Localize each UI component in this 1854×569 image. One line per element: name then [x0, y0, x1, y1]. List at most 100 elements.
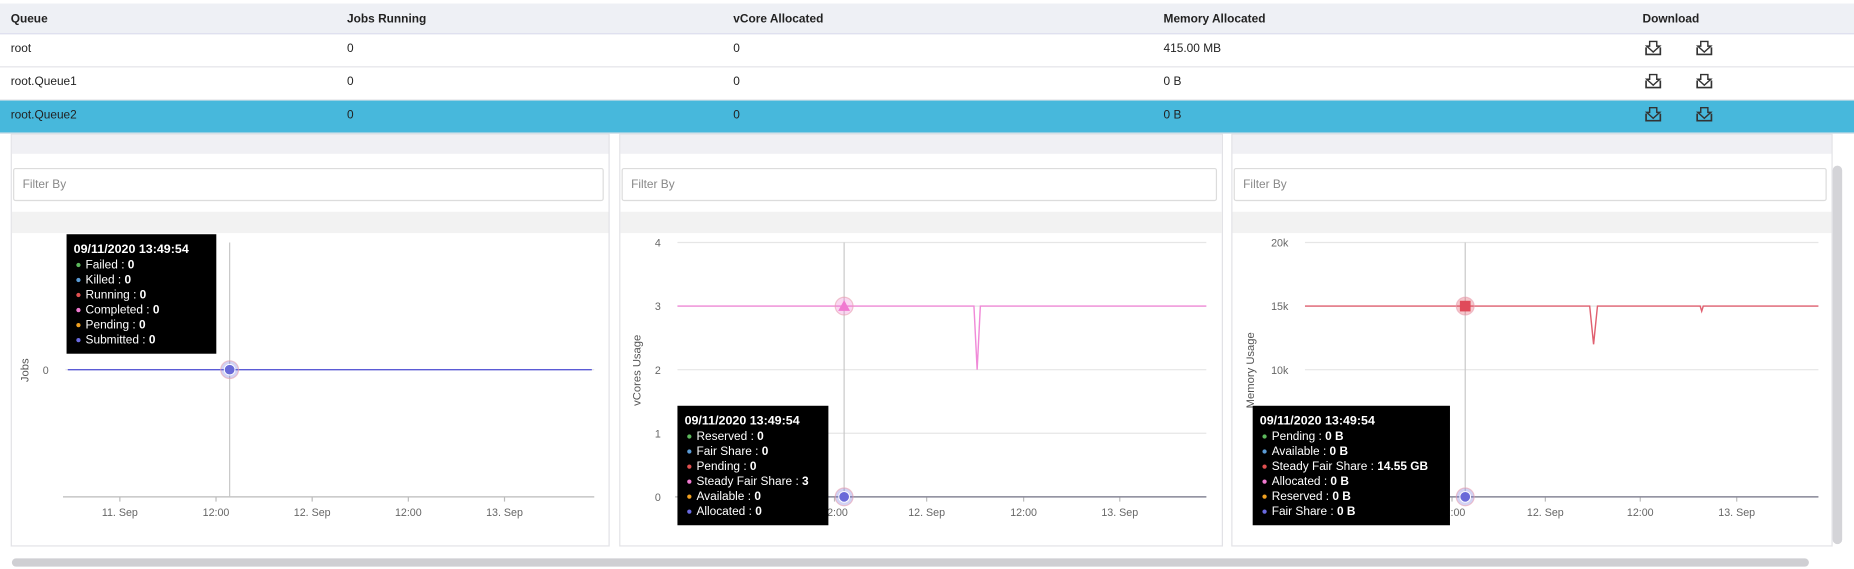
tooltip [66, 234, 217, 354]
tooltip-item: Running : 0 [86, 288, 147, 302]
tooltip [677, 405, 829, 526]
table-header: Queue Jobs Running vCore Allocated Memory A… [0, 3, 1854, 35]
icon[interactable] [1695, 106, 1713, 123]
tooltip-item: Pending : 0 [86, 318, 146, 332]
y-tick-label: 4 [655, 238, 661, 250]
table-cell: 0 [347, 108, 354, 122]
tooltip-sep: : [1321, 474, 1331, 488]
icon[interactable] [1695, 40, 1713, 57]
filter-input[interactable]: Filter By [13, 167, 604, 202]
tooltip-item-name: Pending [1272, 429, 1316, 443]
icon[interactable] [1695, 73, 1713, 90]
v-scrollbar[interactable] [1832, 165, 1843, 545]
column-header: vCore Allocated [733, 13, 824, 27]
x-tick-label: 12:00 [821, 507, 848, 519]
tooltip-bullet [1262, 479, 1267, 484]
tooltip-item-value: 0 B [1337, 504, 1356, 518]
table-cell: 0 [733, 75, 740, 89]
filter-input[interactable]: Filter By [1233, 167, 1827, 202]
x-tick-label: 12. Sep [294, 507, 331, 519]
x-tick-label: 12:00 [1010, 507, 1037, 519]
tooltip-bullet [76, 292, 81, 298]
tooltip-item: Allocated : 0 B [1272, 474, 1350, 488]
y-tick-label: 3 [655, 301, 661, 313]
marker [838, 491, 850, 503]
tooltip-item-name: Reserved [1272, 489, 1323, 503]
tooltip-bullet [1262, 449, 1267, 454]
x-tick-label: 12:00 [395, 507, 422, 519]
tooltip-item: Pending : 0 B [1272, 429, 1344, 443]
tooltip-bullet [1262, 434, 1267, 439]
download-icon[interactable] [1695, 40, 1713, 62]
tooltip-item-value: 0 [153, 303, 160, 317]
tooltip-item-name: Available [1272, 444, 1320, 458]
download-icon[interactable] [1695, 106, 1713, 128]
icon[interactable] [1644, 106, 1662, 123]
filter-input[interactable]: Filter By [621, 167, 1218, 202]
table-cell: 0 B [1163, 75, 1182, 89]
download-icon[interactable] [1695, 73, 1713, 95]
tooltip-item: Fair Share : 0 B [1272, 504, 1356, 518]
tooltip-item-value: 0 [750, 459, 757, 473]
panel-band [11, 211, 609, 234]
tooltip-sep: : [744, 489, 754, 503]
table-row[interactable]: root.Queue2 0 0 0 B [0, 100, 1854, 134]
x-tick-label: 13. Sep [486, 507, 523, 519]
tooltip-item: Submitted : 0 [86, 333, 156, 347]
tooltip-item-value: 0 [125, 273, 132, 287]
tooltip-item-name: Failed [86, 258, 118, 272]
tooltip-item: Completed : 0 [86, 303, 160, 317]
x-tick-label: 12. Sep [1527, 507, 1564, 519]
panel-band [1232, 211, 1832, 234]
tooltip-item: Steady Fair Share : 14.55 GB [1272, 459, 1429, 473]
panel-header [620, 134, 1222, 154]
tooltip-bullet [1262, 509, 1267, 514]
download-icon[interactable] [1644, 106, 1662, 128]
tooltip-bullet [687, 479, 692, 484]
download-icon[interactable] [1644, 73, 1662, 95]
tooltip-item-name: Steady Fair Share [696, 474, 792, 488]
marker [1459, 491, 1472, 503]
tooltip-item-value: 0 [128, 258, 135, 272]
tooltip-item-name: Reserved [696, 429, 747, 443]
y-axis-label: Memory Usage [1245, 332, 1257, 408]
tooltip-item-value: 0 [754, 489, 761, 503]
marker [1459, 300, 1471, 312]
tooltip-item-name: Allocated [1272, 474, 1321, 488]
table-row[interactable]: root.Queue1 0 0 0 B [0, 67, 1854, 101]
x-tick-label: 12:00 [1439, 507, 1466, 519]
tooltip-bullet [687, 449, 692, 454]
table-cell: root [10, 42, 32, 56]
tooltip-item-value: 0 B [1332, 489, 1351, 503]
tooltip-item-value: 0 [762, 444, 769, 458]
tooltip-item-name: Pending [86, 318, 130, 332]
h-scrollbar[interactable] [11, 558, 1809, 567]
table-cell: 0 [347, 42, 354, 56]
tooltip-sep: : [1323, 489, 1333, 503]
tooltip-item-value: 0 B [1330, 474, 1349, 488]
tooltip-sep: : [752, 444, 762, 458]
y-tick-label: 20k [1271, 238, 1289, 250]
panel-header [11, 134, 609, 154]
icon[interactable] [1644, 40, 1662, 57]
x-tick-label: 12:00 [1627, 507, 1654, 519]
tooltip-item-name: Completed [86, 303, 143, 317]
marker [838, 300, 851, 311]
tooltip-title: 09/11/2020 13:49:54 [74, 242, 189, 256]
tooltip-bullet [687, 464, 692, 469]
tooltip-sep: : [747, 429, 757, 443]
icon[interactable] [1644, 73, 1662, 90]
x-tick-label: 12. Sep [908, 507, 945, 519]
tooltip-sep: : [1315, 429, 1325, 443]
table-row[interactable]: root 0 0 415.00 MB [0, 34, 1854, 68]
tooltip-sep: : [1320, 444, 1330, 458]
download-icon[interactable] [1644, 40, 1662, 62]
tooltip-sep: : [139, 333, 149, 347]
tooltip-bullet [1262, 464, 1267, 469]
table-cell: 0 [347, 75, 354, 89]
tooltip-sep: : [115, 273, 125, 287]
tooltip-title: 09/11/2020 13:49:54 [685, 414, 800, 428]
table-cell: 415.00 MB [1163, 42, 1222, 56]
